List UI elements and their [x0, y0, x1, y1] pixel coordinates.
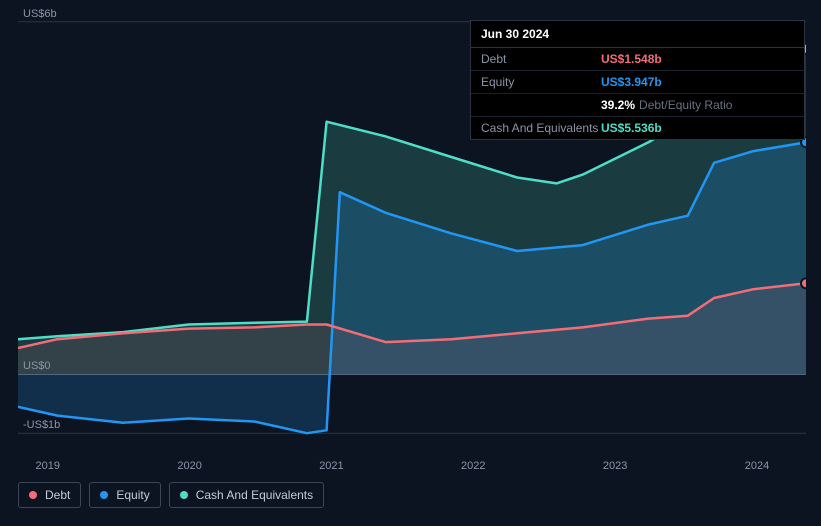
tooltip-label: Debt: [481, 52, 601, 66]
legend-item[interactable]: Equity: [89, 482, 160, 508]
tooltip-sub: Debt/Equity Ratio: [639, 98, 732, 112]
tooltip-row: DebtUS$1.548b: [471, 48, 804, 71]
x-axis-label: 2021: [319, 460, 343, 472]
legend-label: Debt: [45, 488, 70, 502]
tooltip-value: US$1.548b: [601, 52, 662, 66]
tooltip-date: Jun 30 2024: [471, 21, 804, 48]
y-axis-label: US$0: [23, 360, 51, 372]
x-axis-label: 2023: [603, 460, 627, 472]
tooltip-label: Equity: [481, 75, 601, 89]
legend-dot-icon: [180, 491, 188, 499]
tooltip-value: US$3.947b: [601, 75, 662, 89]
tooltip-value: US$5.536b: [601, 121, 662, 135]
legend-label: Equity: [116, 488, 149, 502]
legend: Debt Equity Cash And Equivalents: [18, 482, 324, 508]
tooltip: Jun 30 2024 DebtUS$1.548bEquityUS$3.947b…: [470, 20, 805, 140]
tooltip-label: Cash And Equivalents: [481, 121, 601, 135]
x-axis-label: 2024: [745, 460, 769, 472]
legend-item[interactable]: Cash And Equivalents: [169, 482, 324, 508]
legend-dot-icon: [29, 491, 37, 499]
y-axis-label: -US$1b: [23, 419, 60, 431]
tooltip-value: 39.2%Debt/Equity Ratio: [601, 98, 732, 112]
tooltip-row: 39.2%Debt/Equity Ratio: [471, 94, 804, 117]
y-axis-label: US$6b: [23, 8, 57, 20]
legend-label: Cash And Equivalents: [196, 488, 313, 502]
legend-item[interactable]: Debt: [18, 482, 81, 508]
x-axis-label: 2020: [177, 460, 201, 472]
tooltip-row: Cash And EquivalentsUS$5.536b: [471, 117, 804, 139]
tooltip-rows: DebtUS$1.548bEquityUS$3.947b39.2%Debt/Eq…: [471, 48, 804, 139]
tooltip-row: EquityUS$3.947b: [471, 71, 804, 94]
legend-dot-icon: [100, 491, 108, 499]
x-axis-label: 2022: [461, 460, 485, 472]
series-end-marker: [801, 278, 806, 288]
x-axis-label: 2019: [36, 460, 60, 472]
tooltip-label: [481, 98, 601, 112]
